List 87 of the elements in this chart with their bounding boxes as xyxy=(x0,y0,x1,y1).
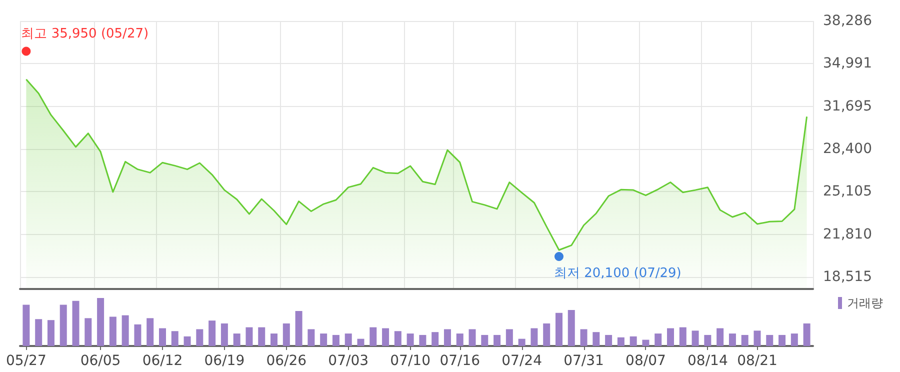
bar xyxy=(394,331,402,346)
bar xyxy=(654,334,662,346)
bar xyxy=(592,332,600,346)
bar xyxy=(72,300,80,346)
x-tick-label: 08/07 xyxy=(626,353,666,369)
bar xyxy=(506,329,513,346)
x-tick-label: 06/05 xyxy=(80,353,121,369)
bar xyxy=(630,336,637,346)
bar xyxy=(605,334,612,346)
y-tick-label: 18,515 xyxy=(823,268,872,285)
bar xyxy=(728,334,736,346)
y-tick-label: 34,991 xyxy=(823,56,872,72)
bar xyxy=(543,323,550,346)
bar xyxy=(270,334,278,346)
bar xyxy=(518,338,526,346)
bar xyxy=(679,327,686,346)
bar xyxy=(419,334,426,346)
bar xyxy=(754,330,761,346)
y-tick-label: 28,400 xyxy=(823,141,872,158)
bar xyxy=(282,323,290,346)
x-tick-label: 07/24 xyxy=(502,353,542,369)
bar xyxy=(766,334,774,346)
bar xyxy=(530,328,538,346)
bar xyxy=(406,334,414,346)
bar xyxy=(704,334,712,346)
bar xyxy=(208,320,216,346)
bar xyxy=(667,328,674,346)
bar xyxy=(617,337,624,346)
bar xyxy=(97,298,104,346)
y-tick-label: 25,105 xyxy=(823,184,872,200)
bar xyxy=(456,334,464,346)
x-tick-label: 06/19 xyxy=(204,353,245,369)
data-label: 최고 35,950 (05/27) xyxy=(21,26,149,42)
bar xyxy=(568,310,575,346)
y-tick-label: 21,810 xyxy=(823,226,872,242)
bar xyxy=(60,304,67,346)
bar xyxy=(432,332,439,346)
bar xyxy=(35,319,42,346)
bar xyxy=(233,334,240,346)
bar xyxy=(444,329,451,346)
bar xyxy=(481,334,488,346)
data-label: 최저 20,100 (07/29) xyxy=(554,266,682,281)
y-tick-label: 31,695 xyxy=(823,98,872,114)
x-tick-label: 07/31 xyxy=(564,353,604,369)
bar xyxy=(84,318,92,346)
bar xyxy=(246,327,253,346)
bar xyxy=(790,334,798,346)
bar xyxy=(494,334,501,346)
bar xyxy=(171,331,178,346)
bar xyxy=(370,327,377,346)
x-tick-label: 06/12 xyxy=(142,353,183,369)
bar xyxy=(47,320,54,346)
x-tick-label: 07/16 xyxy=(440,353,480,369)
bar xyxy=(642,340,650,346)
bar xyxy=(778,334,786,346)
bar xyxy=(692,330,699,346)
x-tick-label: 08/14 xyxy=(688,353,728,369)
bar xyxy=(22,304,30,346)
bar xyxy=(580,329,588,346)
bar xyxy=(295,310,302,346)
bar xyxy=(122,315,129,346)
x-tick-label: 06/26 xyxy=(266,353,307,369)
bar xyxy=(258,327,266,346)
bar xyxy=(803,323,810,346)
x-tick-label: 08/21 xyxy=(737,353,778,369)
bar xyxy=(382,328,390,346)
bar xyxy=(344,334,352,346)
bar xyxy=(134,324,142,346)
bar xyxy=(196,329,204,346)
bar xyxy=(357,338,364,346)
bar xyxy=(332,334,340,346)
y-tick-label: 38,286 xyxy=(823,13,872,29)
x-tick-label: 07/03 xyxy=(328,353,369,369)
bar xyxy=(308,329,315,346)
legend-label: 거래량 xyxy=(847,296,883,310)
x-tick-label: 07/10 xyxy=(390,353,430,369)
bar xyxy=(741,334,748,346)
bar xyxy=(320,334,328,346)
bar xyxy=(158,328,166,346)
bar xyxy=(109,316,116,346)
bar xyxy=(184,336,191,346)
x-tick-label: 05/27 xyxy=(6,353,46,369)
bar xyxy=(555,312,562,346)
bar xyxy=(220,323,228,346)
bar xyxy=(716,328,724,346)
bar xyxy=(468,329,476,346)
bar xyxy=(146,318,154,346)
